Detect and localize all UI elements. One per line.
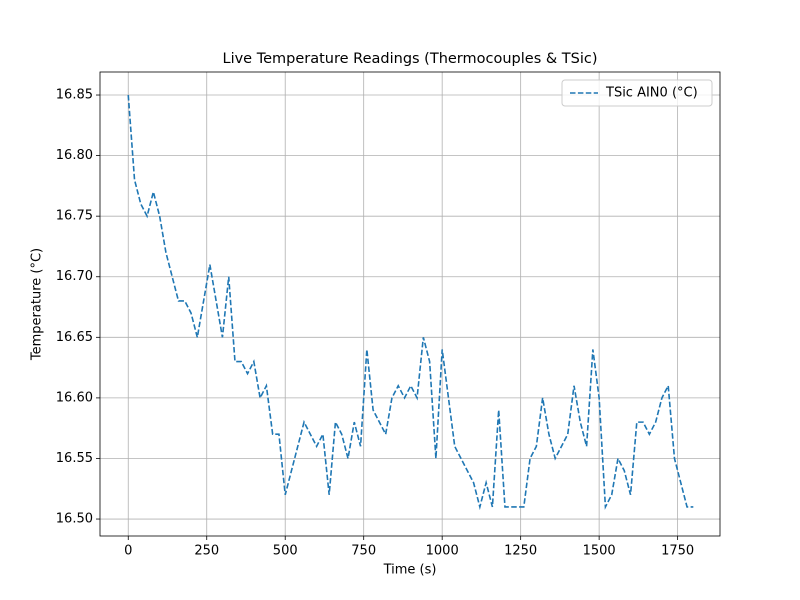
y-tick-label: 16.55 xyxy=(56,451,93,466)
legend-box xyxy=(561,79,713,107)
data-line xyxy=(127,94,694,511)
x-tick-label: 500 xyxy=(273,544,298,559)
x-tick-label: 1750 xyxy=(661,544,694,559)
x-tick-label: 750 xyxy=(351,544,376,559)
legend-label: TSic AIN0 (°C) xyxy=(605,86,698,101)
y-tick-label: 16.65 xyxy=(56,330,93,345)
y-tick-label: 16.85 xyxy=(56,88,93,103)
y-tick-label: 16.50 xyxy=(56,512,93,527)
x-axis-label: Time (s) xyxy=(383,563,437,578)
chart-title: Live Temperature Readings (Thermocouples… xyxy=(222,51,597,67)
x-tick-label: 1000 xyxy=(426,544,459,559)
y-tick-label: 16.80 xyxy=(56,148,93,163)
x-tick-label: 1500 xyxy=(583,544,616,559)
y-tick-label: 16.60 xyxy=(56,390,93,405)
legend: TSic AIN0 (°C) xyxy=(561,79,713,107)
x-tick-label: 0 xyxy=(124,544,132,559)
y-tick-label: 16.75 xyxy=(56,209,93,224)
y-axis-label: Temperature (°C) xyxy=(30,248,45,361)
x-tick-label: 1250 xyxy=(504,544,537,559)
axes-frame xyxy=(99,71,721,537)
x-tick-label: 250 xyxy=(194,544,219,559)
y-tick-label: 16.70 xyxy=(56,269,93,284)
